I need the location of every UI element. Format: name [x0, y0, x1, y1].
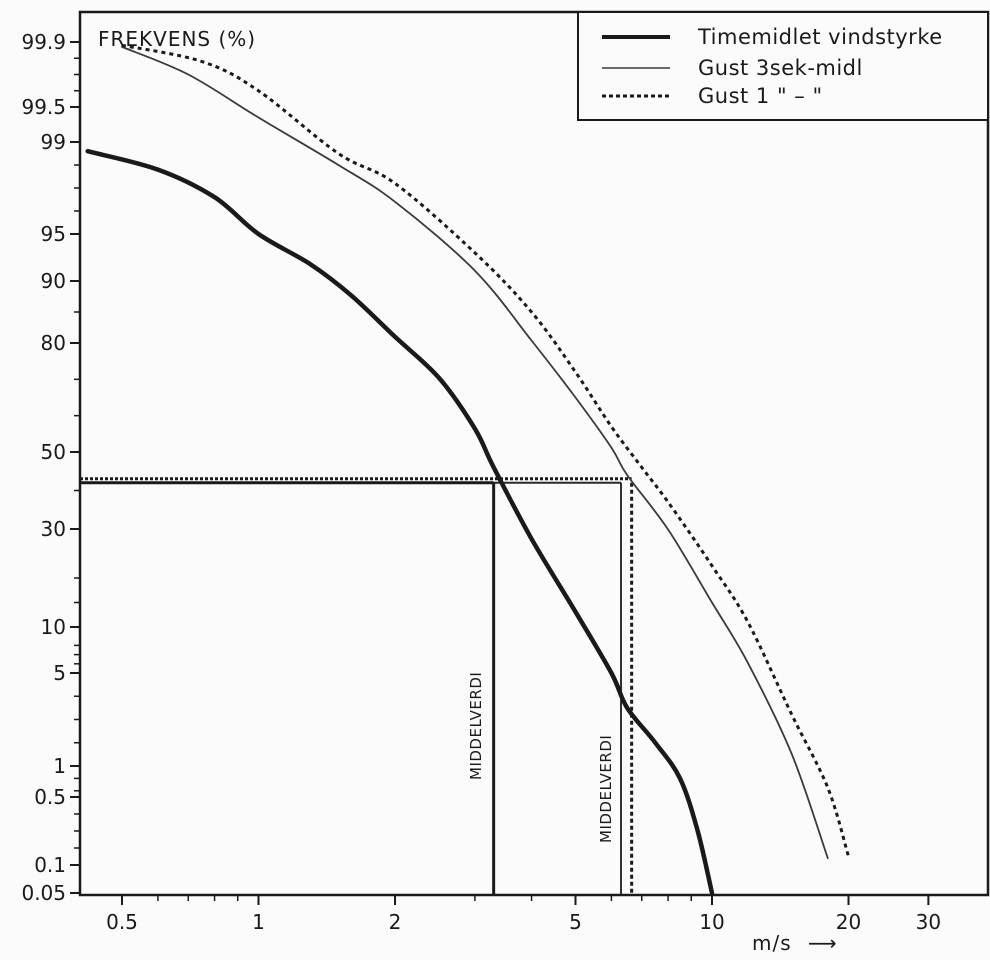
x-tick-label: 5	[569, 910, 582, 934]
legend-label-gust-1sek: Gust 1 " – "	[698, 84, 823, 108]
x-tick-label: 10	[699, 910, 724, 934]
series-line-gust-3sek	[121, 46, 829, 860]
middelverdi-label-gust: MIDDELVERDI	[597, 735, 615, 843]
y-tick-label: 99.9	[21, 30, 66, 54]
y-axis-label: FREKVENS (%)	[98, 27, 256, 51]
legend-box	[577, 11, 989, 121]
middelverdi-label-hourly: MIDDELVERDI	[467, 672, 485, 780]
y-tick-label: 99	[41, 130, 66, 154]
y-tick-label: 95	[41, 222, 66, 246]
x-tick-layer: 0.5 1 2 5 10 20 30	[106, 895, 941, 934]
y-tick-label: 0.1	[34, 853, 66, 877]
y-tick-label: 80	[41, 331, 66, 355]
series-line-gust-1sek	[121, 43, 850, 857]
x-tick-label: 2	[389, 910, 402, 934]
reference-lines-layer	[80, 477, 634, 895]
x-axis-arrow: ⟶	[808, 931, 838, 955]
y-tick-label: 5	[53, 661, 66, 685]
y-tick-label: 50	[41, 440, 66, 464]
y-tick-label: 0.05	[21, 881, 66, 905]
legend-label-hourly: Timemidlet vindstyrke	[697, 25, 943, 49]
y-tick-label: 0.5	[34, 785, 66, 809]
x-axis-unit-label: m/s	[752, 931, 792, 955]
legend: Timemidlet vindstyrke Gust 3sek-midl Gus…	[577, 11, 989, 121]
x-tick-label: 1	[252, 910, 265, 934]
plot-frame	[78, 10, 990, 897]
y-tick-label: 10	[41, 615, 66, 639]
x-tick-label: 20	[836, 910, 861, 934]
series-layer	[85, 43, 850, 896]
x-tick-label: 30	[916, 910, 941, 934]
y-tick-label: 99.5	[21, 95, 66, 119]
y-tick-label: 1	[53, 754, 66, 778]
series-line-hourly-wind	[85, 148, 715, 896]
y-tick-layer: 99.9 99.5 99 95 90 80 50 30 10 5 1 0.5 0.1 0.05	[21, 30, 80, 905]
y-tick-label: 90	[41, 269, 66, 293]
legend-label-gust-3sek: Gust 3sek-midl	[698, 56, 863, 80]
x-tick-label: 0.5	[106, 910, 138, 934]
y-tick-label: 30	[41, 517, 66, 541]
